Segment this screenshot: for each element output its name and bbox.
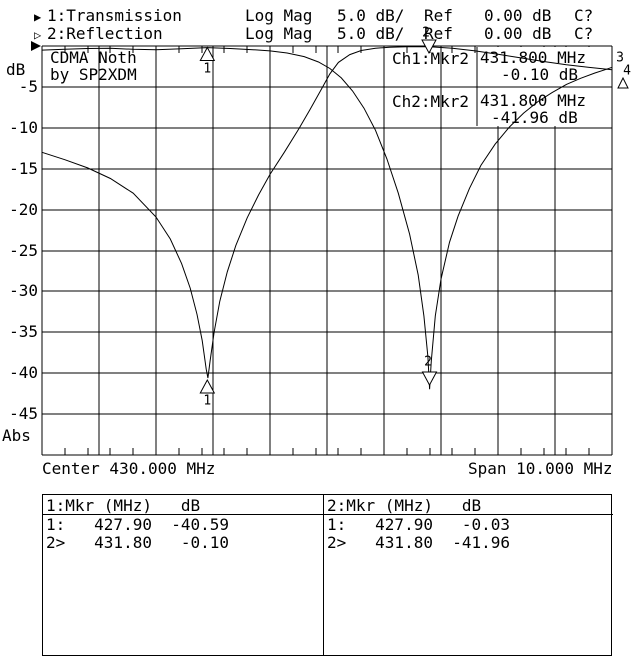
marker-number-label: 2: [424, 355, 432, 370]
channel1-ref-value: 0.00 dB: [484, 6, 552, 25]
marker-number-label: 4: [623, 64, 631, 79]
y-axis-tick-label: -40: [9, 363, 38, 382]
marker-table-row: 1: 427.90 -0.03: [327, 515, 511, 534]
channel2-ref-value: 0.00 dB: [484, 24, 552, 43]
marker-triangle-up-icon: [199, 378, 216, 394]
y-axis-tick-label: -10: [9, 118, 38, 137]
channel1-active-marker-icon: ▶: [34, 10, 42, 24]
marker-table-ch2-header: 2:Mkr (MHz) dB: [324, 495, 613, 515]
marker-table: 1:Mkr (MHz) dB 1: 427.90 -40.59 2> 431.80…: [42, 494, 613, 656]
channel1-scale: 5.0 dB/: [337, 6, 405, 25]
marker-table-ch1: 1:Mkr (MHz) dB 1: 427.90 -40.59 2> 431.80…: [43, 495, 323, 655]
marker-table-row: 1: 427.90 -40.59: [46, 515, 230, 534]
readout-ch1-label: Ch1:Mkr2: [392, 49, 470, 68]
marker-table-row: 2> 431.80 -0.10: [46, 533, 230, 552]
y-axis-tick-label: -25: [9, 241, 38, 260]
channel1-trace-label: 1:Transmission: [47, 6, 182, 25]
y-axis-unit-label: dB: [6, 60, 26, 79]
marker-triangle-down-icon: [421, 371, 438, 387]
y-axis-abs-label: Abs: [2, 426, 31, 445]
marker-number-label: 1: [203, 394, 211, 409]
channel2-ref-label: Ref: [424, 24, 453, 43]
marker-number-label: 1: [203, 62, 211, 77]
channel2-scale: 5.0 dB/: [337, 24, 405, 43]
marker-table-row: 2> 431.80 -41.96: [327, 533, 511, 552]
readout-ch1-value: -0.10 dB: [501, 65, 579, 84]
marker-table-ch1-header: 1:Mkr (MHz) dB: [43, 495, 323, 515]
annotation-line2: by SP2XDM: [50, 65, 137, 84]
channel2-active-marker-icon: ▷: [34, 28, 42, 42]
y-axis-tick-label: -5: [18, 77, 38, 96]
readout-ch1-freq: 431.800 MHz: [480, 48, 586, 67]
marker-triangle-up-icon: [199, 46, 216, 61]
y-axis-tick-label: -35: [9, 322, 38, 341]
center-frequency-label: Center 430.000 MHz: [42, 459, 216, 478]
marker-table-ch2-rows: 1: 427.90 -0.03 2> 431.80 -41.96: [324, 515, 613, 552]
annotation-line1: CDMA Noth: [50, 48, 137, 67]
y-axis-tick-label: -30: [9, 281, 38, 300]
span-frequency-label: Span 10.000 MHz: [468, 459, 613, 478]
readout-ch2-label: Ch2:Mkr2: [392, 92, 470, 111]
channel1-format: Log Mag: [245, 6, 313, 25]
channel2-cal-status: C?: [574, 24, 594, 43]
y-axis-tick-label: -20: [9, 200, 38, 219]
marker-triangle-up-icon: [617, 76, 629, 89]
channel1-ref-label: Ref: [424, 6, 453, 25]
readout-ch2-value: -41.96 dB: [491, 108, 578, 127]
channel1-cal-status: C?: [574, 6, 594, 25]
channel2-trace-label: 2:Reflection: [47, 24, 163, 43]
y-axis-tick-label: -45: [9, 404, 38, 423]
y-axis-tick-label: -15: [9, 159, 38, 178]
marker-table-ch1-rows: 1: 427.90 -40.59 2> 431.80 -0.10: [43, 515, 323, 552]
marker-table-ch2: 2:Mkr (MHz) dB 1: 427.90 -0.03 2> 431.80 …: [323, 495, 613, 655]
marker-number-label: 3: [616, 51, 624, 66]
channel2-format: Log Mag: [245, 24, 313, 43]
readout-ch2-freq: 431.800 MHz: [480, 91, 586, 110]
